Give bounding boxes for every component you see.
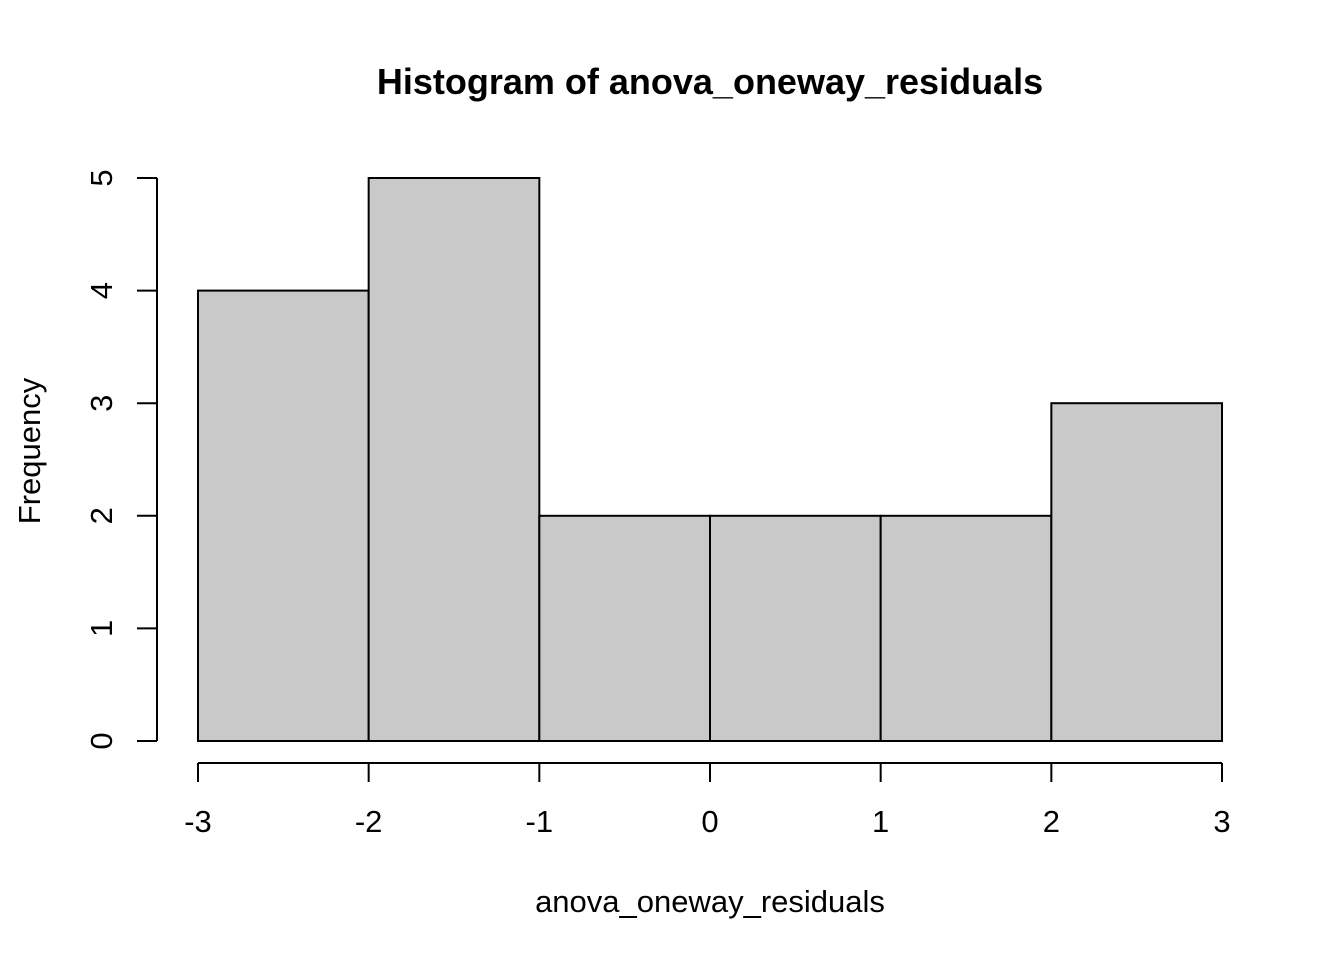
y-tick-label: 4 — [84, 282, 119, 299]
y-tick-label: 1 — [84, 620, 119, 637]
y-tick-label: 0 — [84, 732, 119, 749]
x-tick-label: -1 — [526, 804, 554, 839]
x-tick-label: 2 — [1043, 804, 1060, 839]
y-tick-label: 2 — [84, 507, 119, 524]
y-axis-label: Frequency — [12, 377, 47, 524]
x-axis: -3 -2 -1 0 1 2 3 — [184, 762, 1231, 839]
histogram-bars-group — [196, 177, 1224, 742]
x-tick-label: 1 — [872, 804, 889, 839]
x-tick-label: -3 — [184, 804, 212, 839]
x-tick-label: 0 — [701, 804, 718, 839]
y-tick-label: 5 — [84, 169, 119, 186]
x-tick-label: -2 — [355, 804, 383, 839]
histogram-bar — [367, 177, 541, 742]
chart-title: Histogram of anova_oneway_residuals — [377, 61, 1043, 102]
y-tick-label: 3 — [84, 395, 119, 412]
histogram-bar — [196, 289, 370, 742]
y-axis: 0 1 2 3 4 5 — [84, 169, 158, 750]
histogram-bar — [879, 514, 1053, 742]
x-axis-label: anova_oneway_residuals — [535, 884, 885, 919]
histogram-bar — [538, 514, 712, 742]
x-tick-label: 3 — [1213, 804, 1230, 839]
histogram-bar — [1050, 402, 1224, 742]
histogram-bar — [709, 514, 882, 742]
